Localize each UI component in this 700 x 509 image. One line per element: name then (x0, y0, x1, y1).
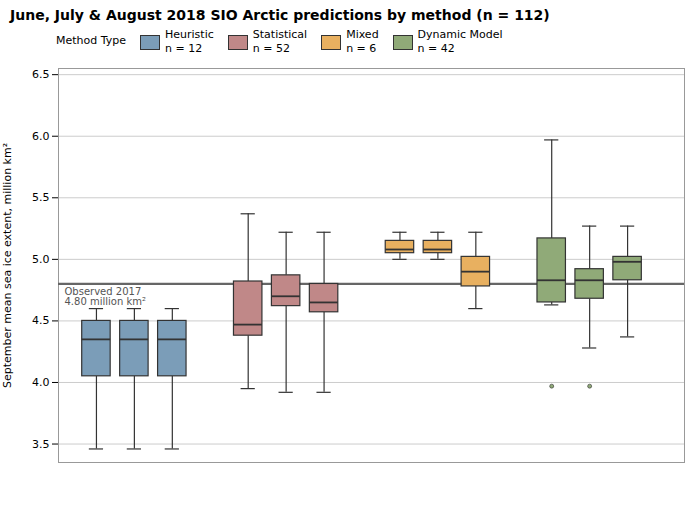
svg-text:5.5: 5.5 (32, 191, 50, 204)
svg-text:4.5: 4.5 (32, 314, 50, 327)
svg-text:5.0: 5.0 (32, 253, 50, 266)
svg-text:3.5: 3.5 (32, 438, 50, 451)
svg-text:September mean sea ice extent,: September mean sea ice extent, million k… (1, 143, 14, 388)
svg-text:4.0: 4.0 (32, 376, 50, 389)
html-text:Method Type: Method Type (56, 34, 126, 47)
svg-text:6.5: 6.5 (32, 68, 50, 81)
html-text:Dynamic Model n = 42: Dynamic Model n = 42 (417, 28, 503, 55)
html-text:Heuristic n = 12: Heuristic n = 12 (165, 28, 214, 55)
svg-text:Observed 20174.80 million km²: Observed 20174.80 million km² (65, 286, 146, 307)
svg-text:6.0: 6.0 (32, 130, 50, 143)
html-text:June, July & August 2018 SIO A: June, July & August 2018 SIO Arctic pred… (10, 7, 550, 23)
html-text:Statistical n = 52: Statistical n = 52 (252, 28, 308, 55)
html-text:Mixed n = 6: Mixed n = 6 (346, 28, 379, 55)
